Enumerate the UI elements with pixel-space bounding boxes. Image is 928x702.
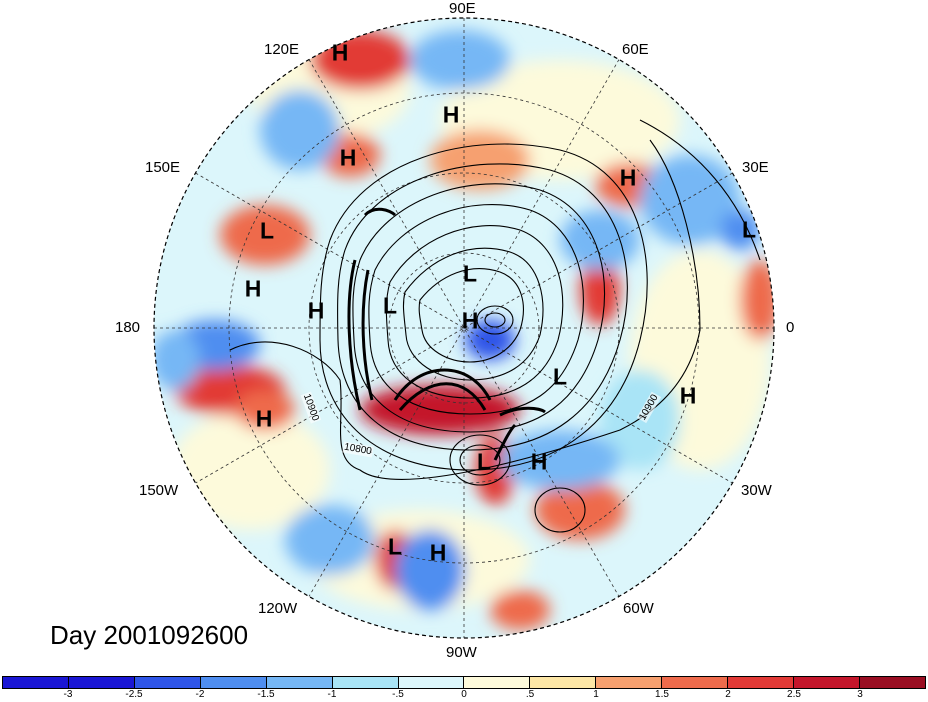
colorbar-cell: [3, 677, 69, 688]
colorbar-cell: [266, 677, 333, 688]
lon-label-60e: 60E: [622, 41, 649, 58]
colorbar-tick-label: 1.5: [655, 689, 669, 700]
pressure-center: H: [619, 164, 637, 191]
lon-label-150w: 150W: [139, 482, 179, 499]
colorbar-cell: [134, 677, 201, 688]
pressure-center: L: [387, 533, 403, 560]
pressure-center: H: [244, 275, 262, 302]
lon-label-120w: 120W: [258, 600, 298, 617]
colorbar-cell: [332, 677, 399, 688]
lon-label-60w: 60W: [623, 600, 654, 617]
colorbar-tick-label: -2.5: [125, 689, 143, 700]
colorbar-tick-label: .5: [525, 689, 535, 700]
colorbar-cell: [200, 677, 267, 688]
pressure-center: L: [382, 292, 398, 319]
pressure-center: H: [331, 39, 349, 66]
lon-label-30w: 30W: [741, 482, 772, 499]
pressure-center: H: [679, 382, 697, 409]
pressure-center: H: [307, 297, 325, 324]
colorbar-tick-label: -1.5: [257, 689, 275, 700]
colorbar-cell: [662, 677, 729, 688]
pressure-center: L: [259, 217, 275, 244]
colorbar-ticks: -3 -2.5 -2 -1.5 -1 -.5 0 .5 1 1.5 2 2.5 3: [2, 689, 926, 702]
pressure-center: L: [741, 216, 757, 243]
colorbar-tick-label: -1: [327, 689, 337, 700]
pressure-center: L: [552, 363, 568, 390]
lon-label-90w: 90W: [446, 644, 477, 661]
lon-label-180: 180: [115, 319, 141, 336]
colorbar-tick-label: 3: [857, 689, 863, 700]
colorbar-tick-label: 2: [725, 689, 731, 700]
pressure-center: H: [442, 101, 460, 128]
pressure-center: H: [461, 307, 479, 334]
colorbar-tick-label: 0: [461, 689, 467, 700]
colorbar-cell: [530, 677, 597, 688]
colorbar-cell: [728, 677, 795, 688]
colorbar-cell: [859, 677, 925, 688]
pressure-center: H: [255, 405, 273, 432]
pressure-center: H: [339, 144, 357, 171]
map-boundary: [153, 17, 775, 639]
colorbar-cell: [398, 677, 465, 688]
colorbar-cell: [68, 677, 135, 688]
lon-label-0: 0: [786, 319, 795, 336]
colorbar-cell: [596, 677, 663, 688]
lon-label-90e: 90E: [449, 0, 476, 17]
colorbar-tick-label: -.5: [392, 689, 404, 700]
date-title: Day 2001092600: [50, 620, 249, 650]
colorbar-cell: [794, 677, 860, 688]
pressure-center: H: [429, 539, 447, 566]
lon-label-120e: 120E: [264, 41, 300, 58]
colorbar-cell: [464, 677, 531, 688]
lon-label-150e: 150E: [145, 159, 181, 176]
colorbar-tick-label: -2: [195, 689, 205, 700]
pressure-center: L: [462, 260, 478, 287]
colorbar-tick-label: -3: [63, 689, 73, 700]
pressure-center: H: [530, 448, 548, 475]
colorbar-tick-label: 2.5: [787, 689, 801, 700]
pressure-center: L: [476, 448, 492, 475]
lon-label-30e: 30E: [742, 159, 769, 176]
colorbar-tick-label: 1: [593, 689, 599, 700]
colorbar: [2, 676, 926, 689]
